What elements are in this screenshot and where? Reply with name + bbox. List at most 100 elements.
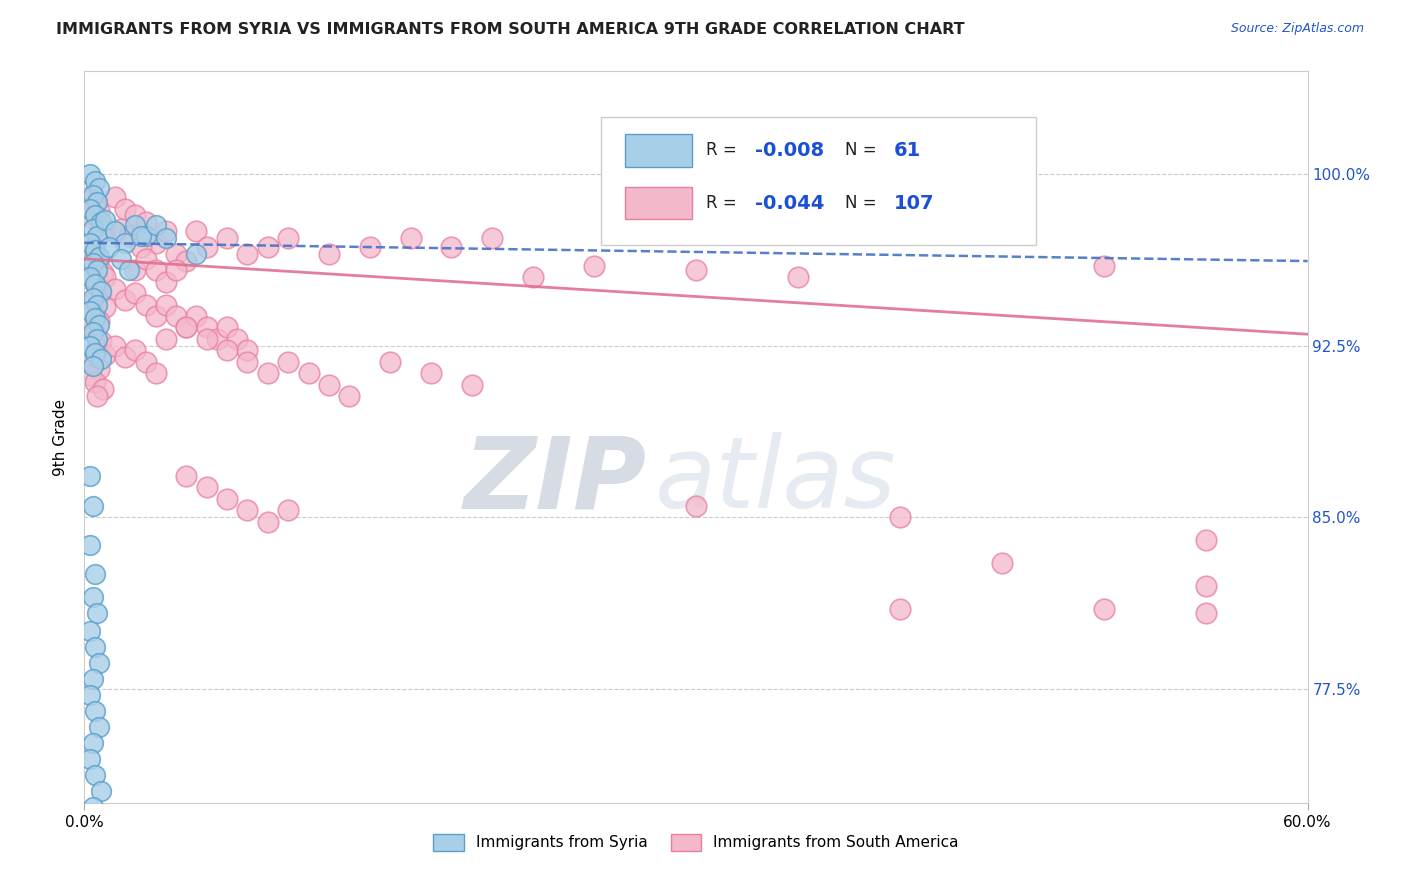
Point: [186, 247, 208, 261]
Point: [124, 343, 146, 358]
Point: [79, 624, 101, 639]
Text: N =: N =: [845, 141, 877, 160]
Point: [991, 556, 1014, 570]
Point: [86, 231, 108, 245]
Point: [110, 222, 132, 236]
Point: [236, 343, 259, 358]
FancyBboxPatch shape: [600, 117, 1036, 245]
Point: [205, 332, 228, 346]
Point: [82, 736, 104, 750]
Point: [83, 768, 105, 782]
Point: [82, 222, 104, 236]
Point: [93, 270, 115, 285]
Point: [104, 339, 127, 353]
Point: [87, 361, 110, 376]
Point: [97, 240, 120, 254]
Point: [685, 499, 707, 513]
Point: [1195, 579, 1218, 593]
Point: [155, 224, 177, 238]
Point: [83, 640, 105, 655]
Point: [481, 231, 503, 245]
Point: [83, 208, 105, 222]
Point: [461, 377, 484, 392]
Point: [93, 213, 115, 227]
Point: [145, 218, 167, 232]
Point: [90, 215, 112, 229]
Point: [685, 263, 707, 277]
Point: [86, 332, 108, 346]
Point: [522, 270, 544, 285]
Point: [195, 332, 218, 346]
Point: [82, 325, 104, 339]
Point: [165, 309, 187, 323]
Point: [91, 382, 114, 396]
Point: [226, 332, 249, 346]
Point: [145, 263, 167, 277]
Point: [318, 377, 340, 392]
Point: [217, 320, 239, 334]
Text: 61: 61: [894, 141, 921, 160]
Point: [277, 503, 299, 517]
Legend: Immigrants from Syria, Immigrants from South America: Immigrants from Syria, Immigrants from S…: [427, 828, 965, 857]
Point: [82, 256, 104, 270]
Point: [86, 816, 108, 830]
Point: [79, 368, 101, 383]
Point: [86, 389, 108, 403]
Text: -0.008: -0.008: [755, 141, 824, 160]
Point: [145, 309, 167, 323]
Point: [86, 606, 108, 620]
Point: [86, 229, 108, 244]
Point: [104, 190, 127, 204]
Point: [110, 252, 132, 266]
Point: [277, 354, 299, 368]
Point: [440, 240, 463, 254]
Point: [83, 244, 105, 259]
Point: [79, 202, 101, 216]
Point: [79, 339, 101, 353]
Point: [87, 318, 110, 332]
Point: [82, 590, 104, 604]
Point: [79, 469, 101, 483]
Point: [257, 366, 280, 380]
Point: [277, 231, 299, 245]
Point: [124, 263, 146, 277]
Point: [79, 270, 101, 285]
Point: [87, 720, 110, 734]
Point: [195, 320, 218, 334]
Text: IMMIGRANTS FROM SYRIA VS IMMIGRANTS FROM SOUTH AMERICA 9TH GRADE CORRELATION CHA: IMMIGRANTS FROM SYRIA VS IMMIGRANTS FROM…: [56, 22, 965, 37]
Point: [380, 354, 402, 368]
Point: [82, 673, 104, 687]
Point: [124, 208, 146, 222]
Point: [90, 784, 112, 798]
Point: [90, 334, 112, 348]
Point: [420, 366, 443, 380]
Point: [217, 231, 239, 245]
Point: [83, 311, 105, 326]
Text: -0.044: -0.044: [755, 194, 824, 212]
Point: [135, 229, 157, 244]
Point: [131, 229, 153, 244]
Point: [1195, 606, 1218, 620]
Point: [82, 354, 104, 368]
Point: [90, 218, 112, 232]
Point: [83, 705, 105, 719]
Point: [79, 167, 101, 181]
Point: [87, 181, 110, 195]
Point: [79, 235, 101, 250]
Point: [155, 231, 177, 245]
Text: R =: R =: [706, 194, 742, 212]
Point: [114, 202, 136, 216]
Point: [79, 752, 101, 766]
Point: [135, 215, 157, 229]
Point: [1195, 533, 1218, 547]
Point: [186, 224, 208, 238]
Point: [114, 293, 136, 307]
Point: [79, 272, 101, 286]
Point: [82, 499, 104, 513]
Point: [79, 832, 101, 847]
Point: [83, 197, 105, 211]
Point: [165, 247, 187, 261]
Point: [82, 291, 104, 305]
Point: [104, 281, 127, 295]
Point: [82, 359, 104, 374]
